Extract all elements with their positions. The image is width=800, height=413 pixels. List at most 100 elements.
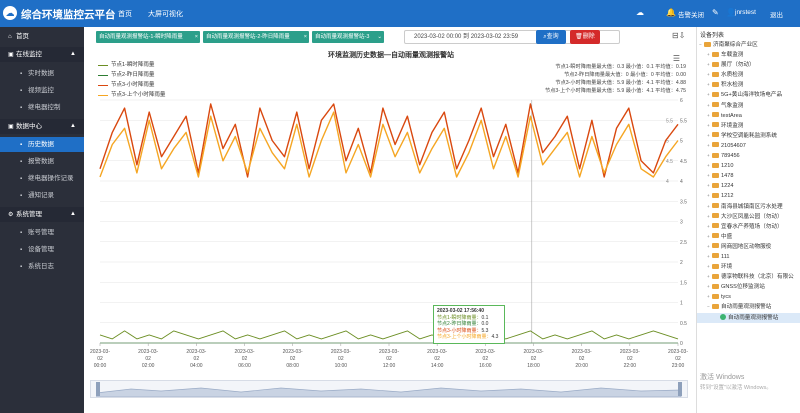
username[interactable]: jnrstest [735, 9, 756, 16]
bell-icon[interactable]: 🔔 [666, 8, 676, 17]
menu-icon[interactable]: ☰ [672, 54, 680, 63]
legend-item[interactable]: 节点1-瞬时降雨量 [98, 60, 218, 70]
plus-icon[interactable]: + [707, 52, 710, 58]
plus-icon[interactable]: + [707, 233, 710, 239]
tree-node[interactable]: +789456 [697, 151, 800, 161]
tree-node[interactable]: + 环境 [697, 262, 800, 272]
tree-node[interactable]: + 车载监测 [697, 50, 800, 60]
filter-tag[interactable]: 自动雨量观测报警站-2-昨日降雨量 × [203, 31, 309, 43]
tree-node[interactable]: − 济南聚综合产业区 [697, 40, 800, 50]
top-bar: ☁ 综合环境监控云平台 首页 大屏可视化 ☁ 🔔 告警关闭 ✎ 👤 jnrste… [0, 0, 800, 27]
delete-button[interactable]: 🗑删除 [570, 30, 600, 44]
tree-node[interactable]: + 大沙区凤凰公园（勿动） [697, 212, 800, 222]
plus-icon[interactable]: + [707, 264, 710, 270]
tree-node[interactable]: +1224 [697, 181, 800, 191]
tree-node[interactable]: + 中盛 [697, 232, 800, 242]
plus-icon[interactable]: + [707, 243, 710, 249]
tree-node[interactable]: + 宜春水产养殖场（勿动） [697, 222, 800, 232]
folder-icon [712, 213, 719, 219]
sidebar-item-syslog[interactable]: ▪ 系统日志 [20, 263, 54, 270]
plus-icon[interactable]: + [707, 92, 710, 98]
filter-tag[interactable]: 自动雨量观测报警站-1-瞬时降雨量 × [96, 31, 200, 43]
sidebar-section-system[interactable]: ⚙ 系统管理 ▲ [0, 207, 84, 222]
plus-icon[interactable]: + [707, 294, 710, 300]
plus-icon[interactable]: + [707, 62, 710, 68]
tree-node[interactable]: + 展厅（勿动） [697, 60, 800, 70]
plus-icon[interactable]: + [707, 223, 710, 229]
plus-icon[interactable]: + [707, 203, 710, 209]
minus-icon[interactable]: − [699, 42, 702, 47]
tree-node[interactable]: +21054607 [697, 141, 800, 151]
minus-icon[interactable]: − [707, 304, 710, 310]
plus-icon[interactable]: + [707, 72, 710, 78]
plus-icon[interactable]: + [707, 132, 710, 138]
plus-icon[interactable]: + [707, 173, 710, 179]
sidebar-item-notify[interactable]: ▪ 通知记录 [20, 192, 54, 199]
tree-node[interactable]: + 网商园地区动物服役 [697, 242, 800, 252]
zoom-icon[interactable]: ⊟ [672, 31, 679, 40]
close-icon[interactable]: × [194, 34, 198, 40]
legend-item[interactable]: 节点3-小时降雨量 [98, 80, 218, 90]
x-tick-label: 02 [242, 356, 248, 362]
plus-icon[interactable]: + [707, 102, 710, 108]
tree-node[interactable]: − 自动雨量观测报警站 [697, 302, 800, 312]
plus-icon[interactable]: + [707, 284, 710, 290]
navigator-right-handle[interactable] [678, 382, 682, 396]
plus-icon[interactable]: + [707, 153, 710, 159]
sidebar-item-account[interactable]: ▪ 账号管理 [20, 229, 54, 236]
chart-zoom-navigator[interactable] [90, 380, 688, 398]
tree-node[interactable]: +5G+黄山海洋牧场电产品 [697, 90, 800, 100]
sidebar-item-history[interactable]: ▪ 历史数据 [0, 137, 84, 152]
tree-node[interactable]: + 气象监测 [697, 101, 800, 111]
tree-node[interactable]: + 环境监测 [697, 121, 800, 131]
export-icon[interactable]: ⇩ [678, 31, 686, 40]
nav-home[interactable]: 首页 [118, 11, 132, 18]
filter-tag[interactable]: 自动雨量观测报警站-3 ⌄ [312, 31, 384, 43]
tree-node[interactable]: +1212 [697, 191, 800, 201]
alarm-toggle[interactable]: 告警关闭 [678, 12, 704, 19]
logout-link[interactable]: 退出 [770, 12, 783, 19]
tree-node[interactable]: + 德享物联科技（北京）有限公 [697, 272, 800, 282]
tree-node[interactable]: + 积水检测 [697, 80, 800, 90]
navigator-left-handle[interactable] [96, 382, 100, 396]
plus-icon[interactable]: + [707, 253, 710, 259]
sidebar-item-realtime[interactable]: ▪ 实时数据 [20, 70, 54, 77]
plus-icon[interactable]: + [707, 142, 710, 148]
plus-icon[interactable]: + [707, 213, 710, 219]
query-button[interactable]: ⌕查询 [536, 30, 566, 44]
plus-icon[interactable]: + [707, 112, 710, 118]
legend-item[interactable]: 节点3-上个小时降雨量 [98, 90, 218, 100]
plus-icon[interactable]: + [707, 122, 710, 128]
sidebar-item-device[interactable]: ▪ 设备管理 [20, 246, 54, 253]
tree-node[interactable]: +1210 [697, 161, 800, 171]
sidebar-item-relay-log[interactable]: ▪ 继电器操作记录 [20, 175, 74, 182]
line-chart[interactable]: 0 0.5 1 1.5 2 2.5 3 3.5 4 4.5 5 5.5 6 4 4.5 5 5.5 2023-03… [88, 48, 694, 413]
cloud-status-icon[interactable]: ☁ [636, 8, 644, 17]
tree-node[interactable]: + tycs [697, 292, 800, 302]
mute-icon[interactable]: ✎ [712, 8, 719, 17]
plus-icon[interactable]: + [707, 274, 710, 280]
sidebar-section-data[interactable]: ▣ 数据中心 ▲ [0, 119, 84, 134]
close-icon[interactable]: × [303, 34, 307, 40]
date-range-input[interactable]: 2023-03-02 00:00 到 2023-03-02 23:59 [404, 30, 620, 44]
tree-node[interactable]: + 水质检测 [697, 70, 800, 80]
tree-node[interactable]: +111 [697, 252, 800, 262]
tree-node[interactable]: + 学校空调能耗监测系统 [697, 131, 800, 141]
nav-big-screen[interactable]: 大屏可视化 [148, 11, 183, 18]
legend-item[interactable]: 节点2-昨日降雨量 [98, 70, 218, 80]
tree-node[interactable]: 自动雨量观测报警站 [697, 312, 800, 323]
plus-icon[interactable]: + [707, 163, 710, 169]
tree-node[interactable]: +1478 [697, 171, 800, 181]
sidebar-item-home[interactable]: ⌂ 首页 [0, 29, 84, 44]
tree-node[interactable]: + GNSS位移监测站 [697, 282, 800, 292]
tree-node[interactable]: + 南海县城镇南区污水处理 [697, 202, 800, 212]
plus-icon[interactable]: + [707, 82, 710, 88]
tree-node[interactable]: + testArea [697, 111, 800, 121]
sidebar-section-online[interactable]: ▣ 在线监控 ▲ [0, 47, 84, 62]
sidebar-item-relay[interactable]: ▪ 继电器控制 [20, 104, 61, 111]
plus-icon[interactable]: + [707, 183, 710, 189]
sidebar-item-video[interactable]: ▪ 视频监控 [20, 87, 54, 94]
plus-icon[interactable]: + [707, 193, 710, 199]
sidebar-item-alarm[interactable]: ▪ 报警数据 [20, 158, 54, 165]
chevron-down-icon[interactable]: ⌄ [377, 34, 382, 40]
